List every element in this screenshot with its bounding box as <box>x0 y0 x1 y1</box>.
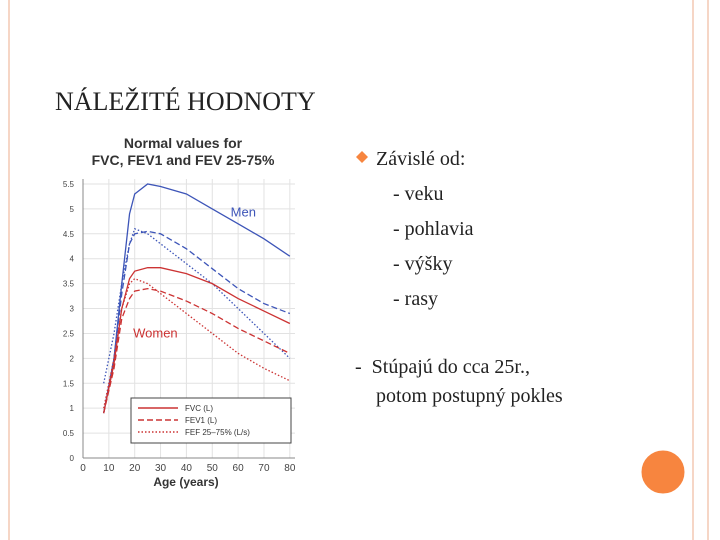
x-tick-label: 60 <box>233 463 245 474</box>
sub-item: - výšky <box>393 253 452 275</box>
legend-label: FEF 25–75% (L/s) <box>185 428 250 437</box>
data-line <box>103 230 291 414</box>
y-tick-label: 5 <box>70 205 75 214</box>
x-tick-label: 10 <box>103 463 115 474</box>
sub-item: - veku <box>393 183 444 205</box>
group-label: Women <box>133 325 178 340</box>
decor-circle <box>638 447 688 497</box>
x-tick-label: 0 <box>80 463 86 474</box>
chart-title: FVC, FEV1 and FEV 25-75% <box>92 152 275 168</box>
note-text: potom postupný pokles <box>376 385 563 407</box>
note-text: - Stúpajú do cca 25r., <box>355 356 530 378</box>
data-line <box>103 287 291 414</box>
y-tick-label: 0 <box>70 454 75 463</box>
x-tick-label: 70 <box>258 463 270 474</box>
x-tick-label: 80 <box>284 463 296 474</box>
y-tick-label: 1 <box>70 404 75 413</box>
y-tick-label: 2.5 <box>63 329 75 338</box>
y-tick-label: 2 <box>70 354 75 363</box>
bullet-icon <box>356 151 368 163</box>
sub-item: - rasy <box>393 288 438 310</box>
y-tick-label: 4 <box>70 255 75 264</box>
x-tick-label: 30 <box>155 463 167 474</box>
y-tick-label: 3.5 <box>63 280 75 289</box>
x-tick-label: 20 <box>129 463 141 474</box>
bullet-text: Závislé od: <box>376 148 465 170</box>
y-tick-label: 5.5 <box>63 180 75 189</box>
x-axis-label: Age (years) <box>153 475 218 489</box>
chart-title: Normal values for <box>124 135 243 151</box>
y-tick-label: 3 <box>70 305 75 314</box>
group-label: Men <box>231 204 256 219</box>
legend-label: FEV1 (L) <box>185 416 217 425</box>
data-line <box>103 227 291 384</box>
x-tick-label: 50 <box>207 463 219 474</box>
y-tick-label: 1.5 <box>63 379 75 388</box>
sub-item: - pohlavia <box>393 218 474 240</box>
slide-title: NÁLEŽITÉ HODNOTY <box>55 87 316 116</box>
x-tick-label: 40 <box>181 463 193 474</box>
y-tick-label: 4.5 <box>63 230 75 239</box>
y-tick-label: 0.5 <box>63 429 75 438</box>
legend-label: FVC (L) <box>185 404 213 413</box>
